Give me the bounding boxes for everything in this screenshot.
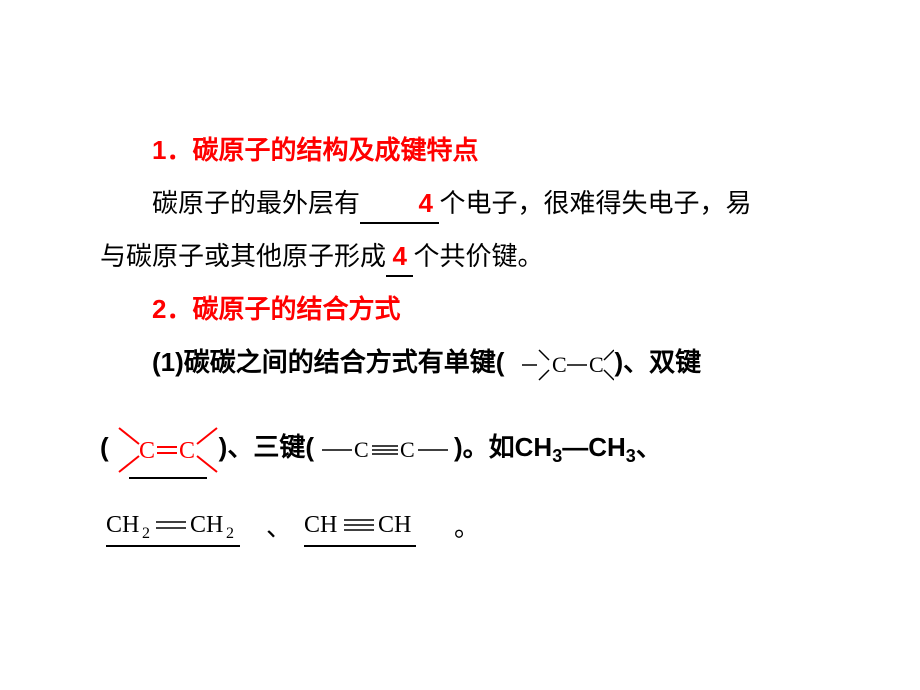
svg-text:CH: CH [378,512,411,538]
svg-text:CH: CH [106,512,139,538]
para1-text-c: 与碳原子或其他原子形成 [100,242,386,271]
para1-text-b: 个电子，很难得失电子，易 [439,189,751,218]
slide-content: 1．碳原子的结构及成键特点 碳原子的最外层有 4 个电子，很难得失电子，易 与碳… [100,124,840,554]
ch-ch-formula: CH CH [298,506,448,550]
double-bond-diagram: C C [109,420,219,480]
formula-line: CH 2 CH 2 、 CH CH 。 [100,502,840,554]
sub-3a: 3 [552,446,562,466]
heading-2-text: 2．碳原子的结合方式 [152,294,400,324]
svg-text:C: C [400,437,415,462]
para2-text-g: 、 [636,432,662,462]
svg-text:2: 2 [142,525,150,542]
svg-text:C: C [589,352,604,377]
paragraph-1-line-2: 与碳原子或其他原子形成 4 个共价键。 [100,230,840,283]
formula-end: 。 [454,502,480,554]
ch2-ch2-formula: CH 2 CH 2 [100,506,260,550]
blank-2: 4 [386,230,413,283]
heading-1: 1．碳原子的结构及成键特点 [100,124,840,177]
svg-text:CH: CH [304,512,337,538]
paragraph-2-line-2: ( C C )、三键( C C )。如CH3—CH3、 [100,420,840,482]
svg-text:C: C [139,438,155,464]
svg-text:C: C [552,352,567,377]
para2-text-a: (1)碳碳之间的结合方式有单键( [152,347,504,377]
para2-text-e: )。如CH [454,432,552,462]
svg-text:2: 2 [226,525,234,542]
para2-text-c: ( [100,432,109,462]
sub-3b: 3 [626,446,636,466]
heading-1-text: 1．碳原子的结构及成键特点 [152,135,478,165]
paragraph-1-line-1: 碳原子的最外层有 4 个电子，很难得失电子，易 [100,177,840,230]
heading-2: 2．碳原子的结合方式 [100,283,840,336]
triple-bond-diagram: C C [314,435,454,465]
para1-text-a: 碳原子的最外层有 [152,189,360,218]
svg-text:C: C [179,438,195,464]
paragraph-2-line-1: (1)碳碳之间的结合方式有单键( C C )、双键 [100,336,840,390]
svg-text:CH: CH [190,512,223,538]
para1-text-d: 个共价键。 [413,242,543,271]
formula-sep-1: 、 [266,502,292,554]
para2-text-b: )、双键 [614,347,701,377]
blank-1-answer: 4 [419,188,433,218]
blank-2-answer: 4 [393,241,407,271]
para2-text-d: )、三键( [219,432,314,462]
single-bond-diagram: C C [504,340,614,390]
svg-text:C: C [354,437,369,462]
para2-text-f: —CH [562,432,626,462]
blank-1: 4 [360,177,439,230]
